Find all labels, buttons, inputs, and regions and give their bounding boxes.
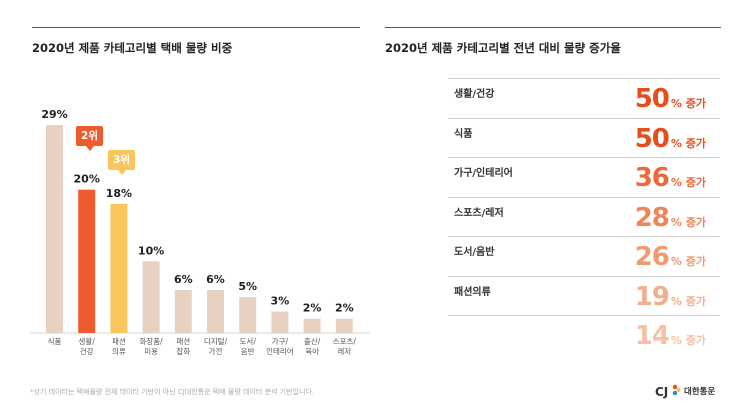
value-label-8: 2% bbox=[303, 302, 322, 315]
growth-unit: % 증가 bbox=[670, 136, 706, 150]
growth-number: 19 bbox=[634, 281, 670, 312]
growth-number: 14 bbox=[634, 321, 670, 351]
bar-8 bbox=[303, 318, 321, 333]
growth-row-label: 도서/음반 bbox=[454, 247, 495, 258]
growth-row-label: 식품 bbox=[454, 128, 473, 140]
bar-6 bbox=[239, 297, 257, 333]
value-label-2: 18% bbox=[106, 187, 132, 200]
growth-row-label: 스포츠/레저 bbox=[454, 207, 504, 219]
bar-5 bbox=[207, 290, 224, 333]
category-label-5-0: 디지털/ bbox=[204, 337, 228, 346]
category-label-1-1: 건강 bbox=[80, 346, 94, 356]
category-label-3-0: 화장품/ bbox=[139, 336, 163, 346]
category-label-1-0: 생활/ bbox=[79, 336, 96, 346]
growth-unit: % 증가 bbox=[670, 255, 706, 268]
bar-1 bbox=[78, 189, 96, 333]
growth-row-2: 가구/인테리어 36% 증가 bbox=[448, 157, 720, 197]
growth-number: 50 bbox=[634, 123, 670, 154]
growth-unit: % 증가 bbox=[670, 176, 706, 189]
rank-3-badge: 3위 bbox=[108, 150, 135, 175]
category-label-7-0: 가구/ bbox=[272, 337, 289, 346]
bar-0 bbox=[46, 125, 63, 333]
growth-unit: % 증가 bbox=[670, 334, 706, 347]
growth-row-1: 식품 50% 증가 bbox=[448, 117, 720, 158]
category-label-9-1: 레저 bbox=[337, 347, 351, 356]
bar-chart: 29%식품20%생활/건강18%패션의류10%화장품/미용6%패션잡화6%디지털… bbox=[30, 108, 370, 356]
category-label-7-1: 인테리어 bbox=[266, 346, 294, 356]
growth-number: 28 bbox=[634, 202, 670, 233]
growth-row-value: 36% 증가 bbox=[635, 163, 706, 193]
category-label-5-1: 가전 bbox=[209, 346, 223, 356]
growth-row-value: 19% 증가 bbox=[635, 282, 706, 312]
growth-row-value: 50% 증가 bbox=[635, 124, 706, 154]
category-label-2-1: 의류 bbox=[112, 346, 126, 356]
logo-text: 대한통운 bbox=[684, 387, 716, 397]
growth-table-title: 2020년 제품 카테고리별 전년 대비 물량 증가율 bbox=[385, 27, 721, 56]
growth-row-value: 28% 증가 bbox=[635, 203, 706, 233]
value-label-7: 3% bbox=[271, 295, 290, 308]
growth-unit: % 증가 bbox=[670, 215, 706, 229]
bar-9 bbox=[335, 318, 353, 333]
category-label-4-0: 패션 bbox=[176, 336, 190, 346]
growth-number: 50 bbox=[634, 84, 670, 114]
chart-title: 2020년 제품 카테고리별 택배 물량 비중 bbox=[32, 27, 360, 56]
growth-row-3: 스포츠/레저 28% 증가 bbox=[448, 196, 720, 237]
category-label-4-1: 잡화 bbox=[176, 346, 190, 356]
bar-3 bbox=[142, 261, 160, 333]
category-label-0-0: 식품 bbox=[48, 337, 62, 346]
value-label-0: 29% bbox=[41, 108, 67, 121]
value-label-6: 5% bbox=[238, 280, 257, 293]
value-label-9: 2% bbox=[335, 302, 354, 315]
growth-row-value: 14% 증가 bbox=[635, 321, 706, 351]
category-label-6-0: 도서/ bbox=[240, 337, 257, 346]
growth-rate-list: 생활/건강 50% 증가 식품 50% 증가 가구/인테리어 36% 증가 스포츠/레저 28… bbox=[448, 78, 720, 355]
value-label-3: 10% bbox=[138, 244, 164, 257]
bar-4 bbox=[174, 290, 192, 333]
rank-2-badge: 2위 bbox=[76, 126, 103, 151]
category-label-8-1: 육아 bbox=[305, 346, 319, 356]
category-label-6-1: 음반 bbox=[241, 347, 255, 356]
footnote: *상기 데이터는 택배물량 전체 데이터 기반이 아닌 CJ대한통운 택배 물량… bbox=[30, 388, 315, 396]
value-label-1: 20% bbox=[74, 173, 100, 186]
cj-logo: CJ 대한통운 bbox=[655, 381, 715, 401]
category-label-3-1: 미용 bbox=[144, 347, 158, 356]
growth-row-label: 생활/건강 bbox=[454, 89, 495, 100]
growth-row-4: 도서/음반 26% 증가 bbox=[448, 236, 720, 276]
value-label-5: 6% bbox=[206, 273, 225, 286]
growth-unit: % 증가 bbox=[670, 97, 706, 110]
growth-row-5: 패션의류 19% 증가 bbox=[448, 275, 720, 316]
growth-unit: % 증가 bbox=[670, 294, 706, 308]
svg-text:CJ: CJ bbox=[655, 385, 668, 399]
bar-2 bbox=[110, 204, 128, 333]
category-label-8-0: 출산/ bbox=[304, 336, 321, 346]
growth-row-0: 생활/건강 50% 증가 bbox=[448, 78, 720, 118]
growth-row-value: 50% 증가 bbox=[635, 84, 706, 114]
category-label-2-0: 패션 bbox=[112, 336, 126, 346]
growth-row-6: 14% 증가 bbox=[448, 315, 720, 355]
growth-row-label: 패션의류 bbox=[454, 286, 491, 298]
growth-row-label: 가구/인테리어 bbox=[454, 168, 513, 179]
category-label-9-0: 스포츠/ bbox=[333, 337, 357, 346]
cj-logo-icon: CJ bbox=[655, 384, 681, 399]
growth-row-value: 26% 증가 bbox=[635, 242, 706, 272]
growth-number: 26 bbox=[634, 242, 670, 272]
value-label-4: 6% bbox=[174, 273, 193, 286]
growth-number: 36 bbox=[634, 163, 670, 193]
bar-7 bbox=[271, 311, 289, 333]
